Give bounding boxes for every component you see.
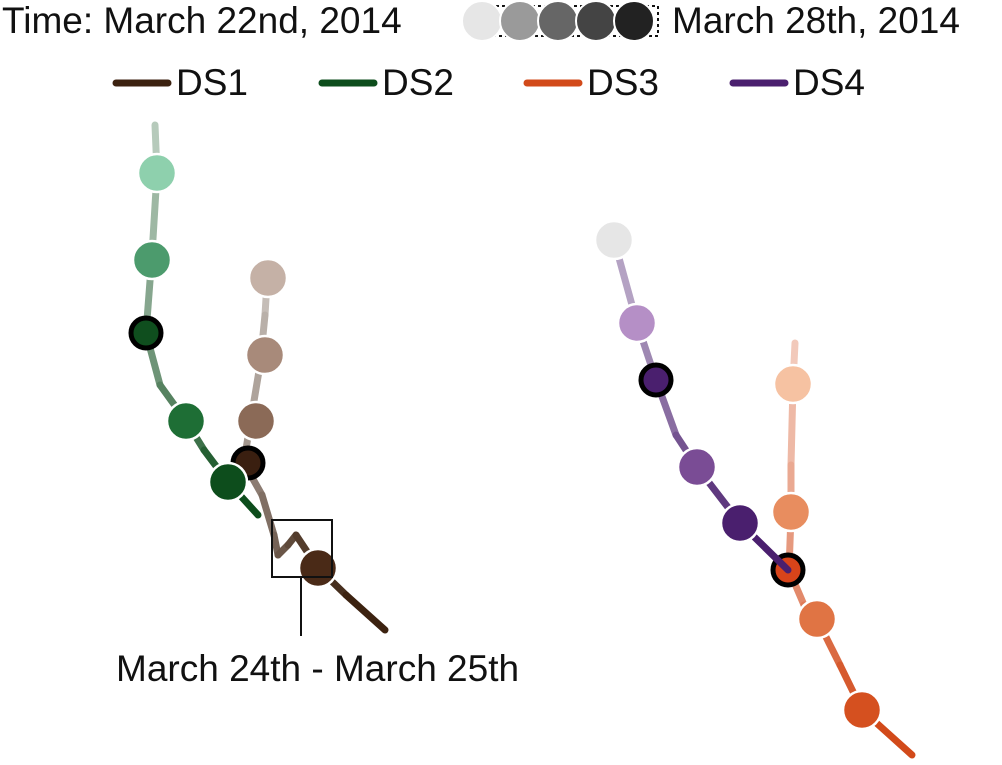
data-point[interactable] [131,239,173,281]
legend-item-ds1: DS1 [112,62,248,103]
series-ds4 [593,219,792,574]
series-ds2 [128,121,262,519]
data-point[interactable] [616,302,658,344]
time-scale-dot[interactable] [575,0,617,42]
data-point[interactable] [207,461,249,503]
data-point[interactable] [244,334,286,376]
time-scale-dot[interactable] [461,0,503,42]
series-ds3 [770,339,916,759]
time-scale-bar[interactable] [461,0,659,42]
time-scale: Time: March 22nd, 2014 March 28th, 2014 [2,0,960,42]
legend-item-ds3: DS3 [523,62,659,103]
data-point[interactable] [841,689,883,731]
data-point[interactable] [247,257,289,299]
data-point[interactable] [719,502,761,544]
legend-item-ds4: DS4 [729,62,865,103]
annotation-label: March 24th - March 25th [116,648,519,689]
data-point[interactable] [676,446,718,488]
legend-label: DS2 [382,62,454,103]
data-point[interactable] [165,400,207,442]
data-point[interactable] [796,598,838,640]
time-scale-dot[interactable] [537,0,579,42]
data-point[interactable] [638,362,674,398]
data-point[interactable] [136,152,178,194]
series-line-segment [342,591,389,634]
annotation: March 24th - March 25th [116,519,519,689]
data-point[interactable] [128,315,164,351]
plot-area [128,121,916,759]
time-end-label: March 28th, 2014 [672,0,960,41]
time-scale-dot[interactable] [499,0,541,42]
legend-label: DS4 [793,62,865,103]
time-start-label: Time: March 22nd, 2014 [2,0,402,41]
legend-label: DS1 [176,62,248,103]
legend: DS1 DS2 DS3 DS4 [112,62,865,103]
data-point[interactable] [593,219,635,261]
time-scale-dot[interactable] [613,0,655,42]
data-point[interactable] [772,363,814,405]
legend-label: DS3 [587,62,659,103]
legend-item-ds2: DS2 [318,62,454,103]
series-ds1 [230,257,389,634]
data-point[interactable] [235,400,277,442]
data-point[interactable] [770,491,812,533]
